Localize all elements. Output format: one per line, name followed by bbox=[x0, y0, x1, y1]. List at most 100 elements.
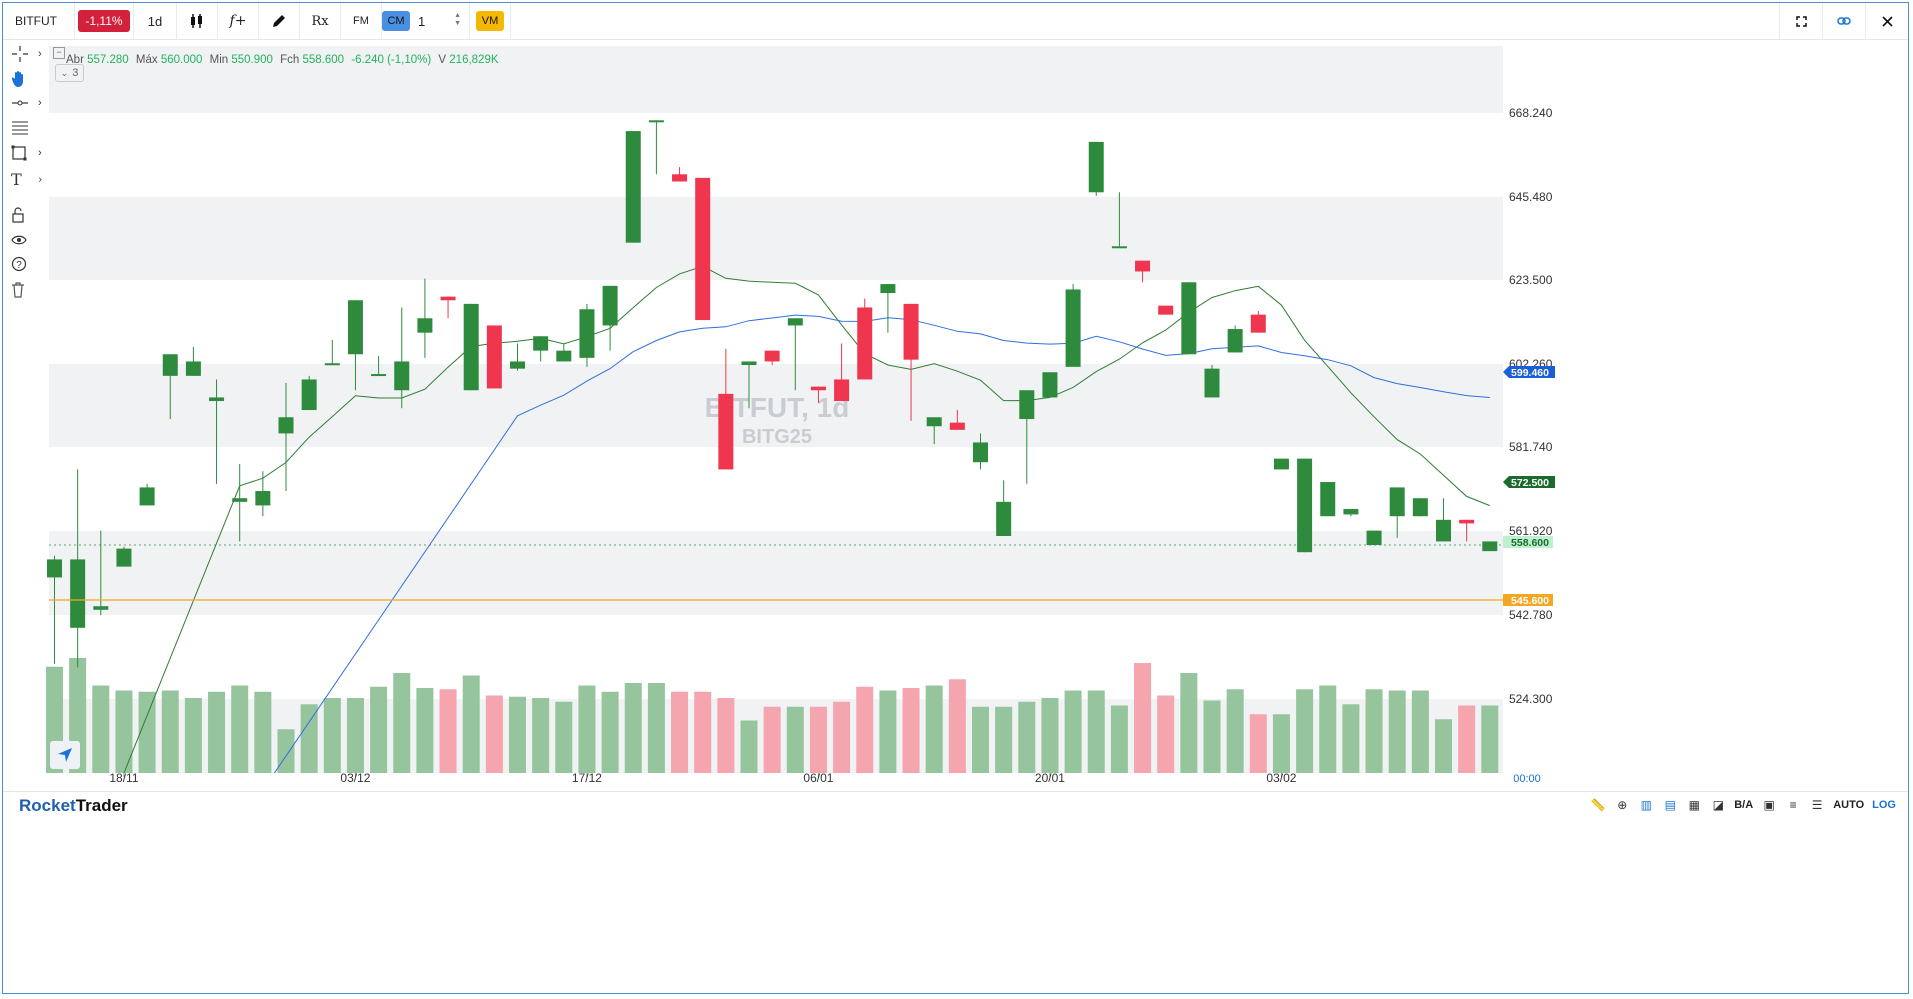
candle-body bbox=[1366, 530, 1382, 546]
bar-chart-icon[interactable]: ▥ bbox=[1640, 798, 1652, 812]
interval-button[interactable]: 1d bbox=[134, 3, 177, 39]
link-button[interactable] bbox=[1822, 3, 1865, 39]
zoom-icon[interactable]: ⊕ bbox=[1617, 798, 1628, 812]
hand-tool[interactable] bbox=[11, 68, 41, 90]
volume-bar bbox=[1481, 705, 1499, 773]
candle-body bbox=[556, 350, 572, 362]
volume-bar bbox=[1458, 705, 1476, 773]
symbol-selector[interactable]: BITFUT bbox=[3, 3, 75, 39]
volume-bar bbox=[462, 675, 480, 773]
price-lines bbox=[49, 544, 1503, 601]
close-button[interactable] bbox=[1865, 3, 1908, 39]
volume-bar bbox=[370, 686, 388, 773]
rectangle-expand-icon[interactable]: › bbox=[38, 147, 42, 159]
candle-body bbox=[834, 379, 850, 402]
price-chart[interactable]: BITFUT, 1d BITG25 668.240645.480623.5006… bbox=[3, 3, 1910, 791]
ohlc-legend: Abr 557.280 Máx 560.000 Min 550.900 Fch … bbox=[66, 54, 503, 66]
line-tool[interactable]: › bbox=[11, 92, 42, 114]
candle-body bbox=[579, 309, 595, 358]
volume-bar bbox=[208, 691, 226, 773]
volume-bar bbox=[786, 706, 804, 773]
list-icon[interactable]: ≡ bbox=[1789, 798, 1797, 812]
candle-body bbox=[880, 284, 896, 294]
crosshair-expand-icon[interactable]: › bbox=[38, 48, 42, 60]
volume-bar bbox=[925, 685, 943, 773]
bid-ask-toggle[interactable]: B/A bbox=[1734, 799, 1754, 811]
brand-logo: RocketTrader bbox=[19, 796, 128, 816]
price-tick-label: 524.300 bbox=[1509, 692, 1553, 706]
cm-button[interactable]: CM bbox=[382, 11, 410, 31]
auto-scale-toggle[interactable]: AUTO bbox=[1833, 799, 1865, 811]
volume-bar bbox=[1319, 685, 1337, 773]
candle bbox=[1320, 482, 1336, 517]
volume-bar bbox=[1064, 690, 1082, 773]
candle-body bbox=[1019, 390, 1035, 420]
open-value: 557.280 bbox=[87, 54, 129, 66]
table-icon[interactable]: ▤ bbox=[1664, 798, 1676, 812]
vm-button[interactable]: VM bbox=[475, 11, 505, 31]
draw-button[interactable] bbox=[259, 3, 300, 39]
candle-body bbox=[533, 336, 549, 351]
volume-bar bbox=[1226, 689, 1244, 773]
candle bbox=[116, 546, 132, 567]
grid-icon[interactable]: ▦ bbox=[1688, 798, 1700, 812]
candle bbox=[810, 386, 826, 403]
indicators-button[interactable]: f+ bbox=[218, 3, 259, 39]
volume-bar bbox=[509, 696, 526, 773]
candle bbox=[209, 379, 225, 484]
price-axis[interactable]: 668.240645.480623.500602.260581.740561.9… bbox=[1503, 106, 1555, 706]
candle-body bbox=[764, 350, 780, 362]
close-icon bbox=[1881, 15, 1893, 27]
replay-button[interactable]: Rx bbox=[300, 3, 341, 39]
fullscreen-button[interactable] bbox=[1779, 3, 1822, 39]
candle bbox=[579, 303, 595, 367]
quantity-stepper[interactable]: 1 ▲ ▼ bbox=[410, 3, 470, 39]
rectangle-tool[interactable]: › bbox=[11, 142, 42, 164]
line-expand-icon[interactable]: › bbox=[38, 97, 42, 109]
candle bbox=[1204, 365, 1220, 398]
stepper-arrows-icon[interactable]: ▲ ▼ bbox=[454, 12, 461, 27]
time-axis[interactable]: 18/11 03/12 17/12 06/01 20/01 03/02 00:00 bbox=[109, 771, 1540, 785]
collapse-legend-button[interactable]: − bbox=[53, 47, 65, 59]
log-scale-toggle[interactable]: LOG bbox=[1872, 799, 1896, 811]
candle-body bbox=[1065, 289, 1081, 367]
menu-icon[interactable]: ☰ bbox=[1811, 798, 1823, 812]
chart-type-button[interactable] bbox=[177, 3, 218, 39]
cm-button-cell: CM bbox=[382, 3, 410, 39]
volume-bar bbox=[92, 685, 110, 773]
candle-body bbox=[371, 374, 387, 377]
volume-bar bbox=[578, 685, 596, 773]
candle bbox=[1459, 519, 1475, 542]
status-tools: 📏 ⊕ ▥ ▤ ▦ ◪ B/A ▣ ≡ ☰ AUTO LOG bbox=[1586, 792, 1900, 818]
volume-bar bbox=[485, 695, 503, 773]
fibonacci-tool[interactable] bbox=[11, 117, 41, 139]
navigate-button[interactable] bbox=[50, 741, 80, 769]
candle bbox=[371, 356, 387, 377]
volume-bar bbox=[763, 706, 781, 773]
candle-body bbox=[209, 397, 225, 402]
change-badge-cell: -1,11% bbox=[75, 3, 134, 39]
volume-bar bbox=[624, 683, 642, 773]
lock-tool[interactable] bbox=[11, 204, 41, 226]
help-icon: ? bbox=[11, 256, 27, 272]
ruler-icon[interactable]: 📏 bbox=[1590, 798, 1606, 812]
text-tool[interactable]: T › bbox=[11, 168, 43, 190]
indicators-toggle[interactable]: ⌄ 3 bbox=[55, 64, 84, 82]
volume-bar bbox=[1134, 663, 1152, 773]
candle bbox=[1065, 284, 1081, 367]
visibility-tool[interactable] bbox=[11, 229, 41, 251]
blue-price-tag-text: 599.460 bbox=[1511, 367, 1549, 379]
candle-body bbox=[185, 361, 201, 376]
delete-tool[interactable] bbox=[11, 279, 41, 301]
text-expand-icon[interactable]: › bbox=[38, 172, 43, 186]
layout-icon[interactable]: ◪ bbox=[1712, 798, 1724, 812]
candle bbox=[741, 361, 757, 409]
candle bbox=[278, 383, 294, 492]
book-icon[interactable]: ▣ bbox=[1763, 798, 1775, 812]
window-controls bbox=[1779, 3, 1908, 39]
candle bbox=[625, 131, 641, 243]
candle bbox=[1250, 311, 1266, 333]
crosshair-tool[interactable]: › bbox=[11, 43, 42, 65]
fm-button[interactable]: FM bbox=[341, 3, 382, 39]
help-tool[interactable]: ? bbox=[11, 253, 41, 275]
